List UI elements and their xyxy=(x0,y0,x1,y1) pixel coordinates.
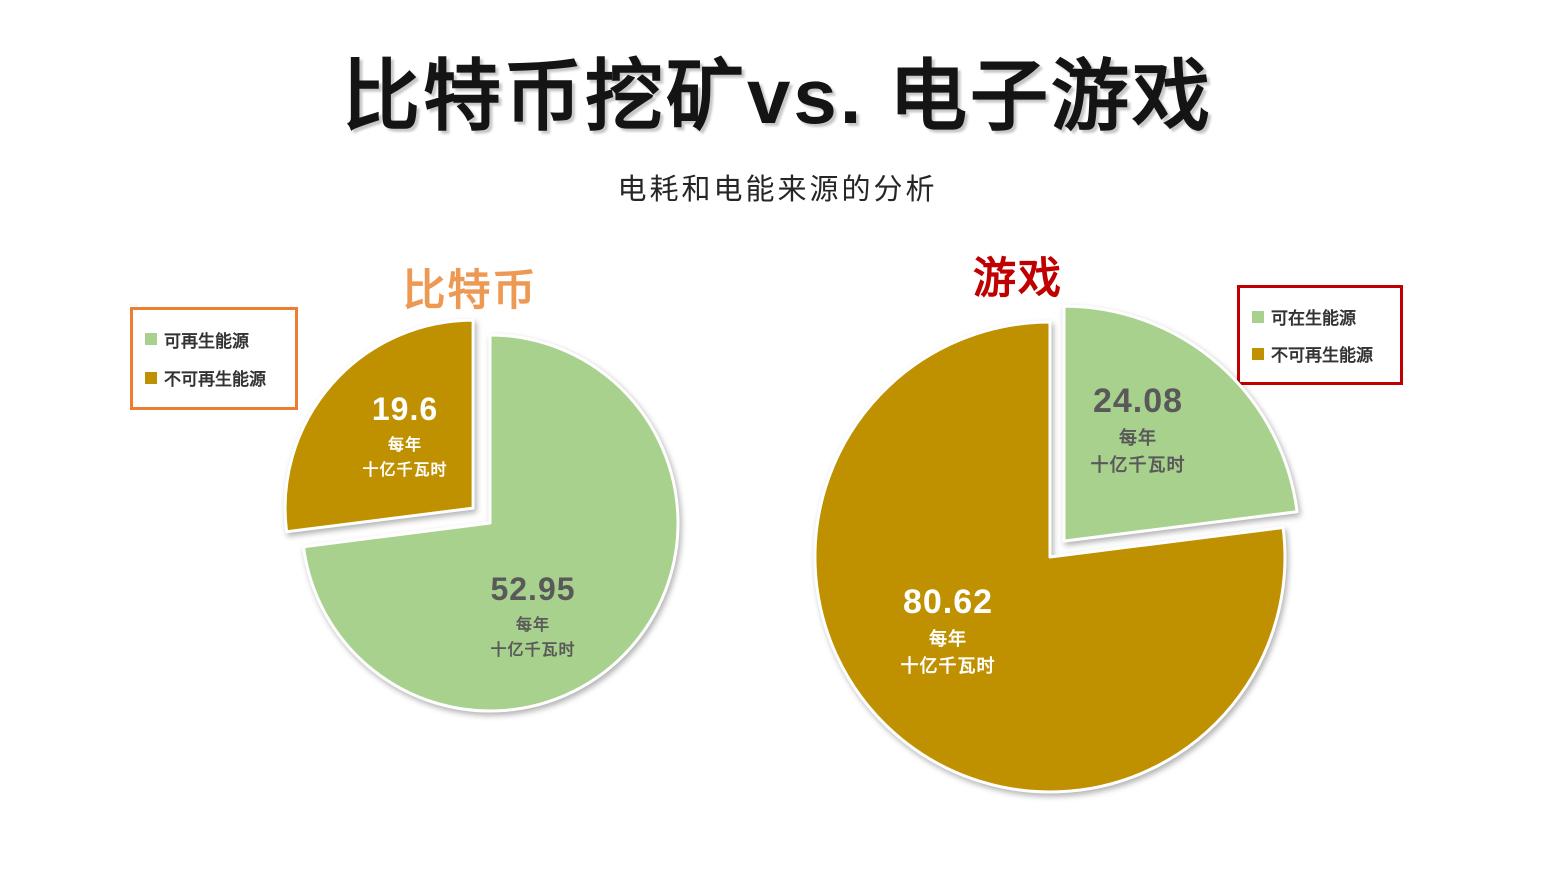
slice-label-non-renewable: 19.6 每年十亿千瓦时 xyxy=(362,391,447,479)
pie-slice-non-renewable xyxy=(283,318,475,534)
page-subtitle: 电耗和电能来源的分析 xyxy=(617,174,938,206)
page-title: 比特币挖矿vs. 电子游戏 xyxy=(341,52,1214,140)
slice-label-renewable: 24.08 每年十亿千瓦时 xyxy=(1091,382,1186,475)
slice-label-renewable: 52.95 每年十亿千瓦时 xyxy=(490,571,575,659)
legend-swatch-icon xyxy=(145,333,157,346)
bitcoin-chart-title: 比特币 xyxy=(402,268,538,315)
pie-slice-renewable xyxy=(302,333,680,713)
slice-label-non-renewable: 80.62 每年十亿千瓦时 xyxy=(901,583,996,676)
games-pie-chart: 24.08 每年十亿千瓦时 80.62 每年十亿千瓦时 xyxy=(813,304,1299,794)
pie-slice-non-renewable xyxy=(813,320,1287,794)
legend-item: 可在生能源 xyxy=(1252,304,1388,329)
games-chart-title: 游戏 xyxy=(973,256,1063,303)
legend-item: 不可再生能源 xyxy=(145,365,283,390)
legend-swatch-icon xyxy=(145,371,157,384)
legend-item: 可再生能源 xyxy=(145,327,283,352)
legend-label: 不可再生能源 xyxy=(1271,346,1373,365)
bitcoin-pie-chart: 52.95 每年十亿千瓦时 19.6 每年十亿千瓦时 xyxy=(283,318,680,713)
pie-slice-renewable xyxy=(1062,304,1299,543)
bitcoin-legend: 可再生能源不可再生能源 xyxy=(130,307,298,410)
legend-swatch-icon xyxy=(1252,347,1264,360)
legend-swatch-icon xyxy=(1252,310,1264,323)
legend-label: 可再生能源 xyxy=(164,331,249,351)
legend-label: 不可再生能源 xyxy=(164,370,266,390)
legend-label: 可在生能源 xyxy=(1271,309,1356,328)
legend-item: 不可再生能源 xyxy=(1252,341,1388,366)
games-legend: 可在生能源不可再生能源 xyxy=(1237,285,1403,385)
